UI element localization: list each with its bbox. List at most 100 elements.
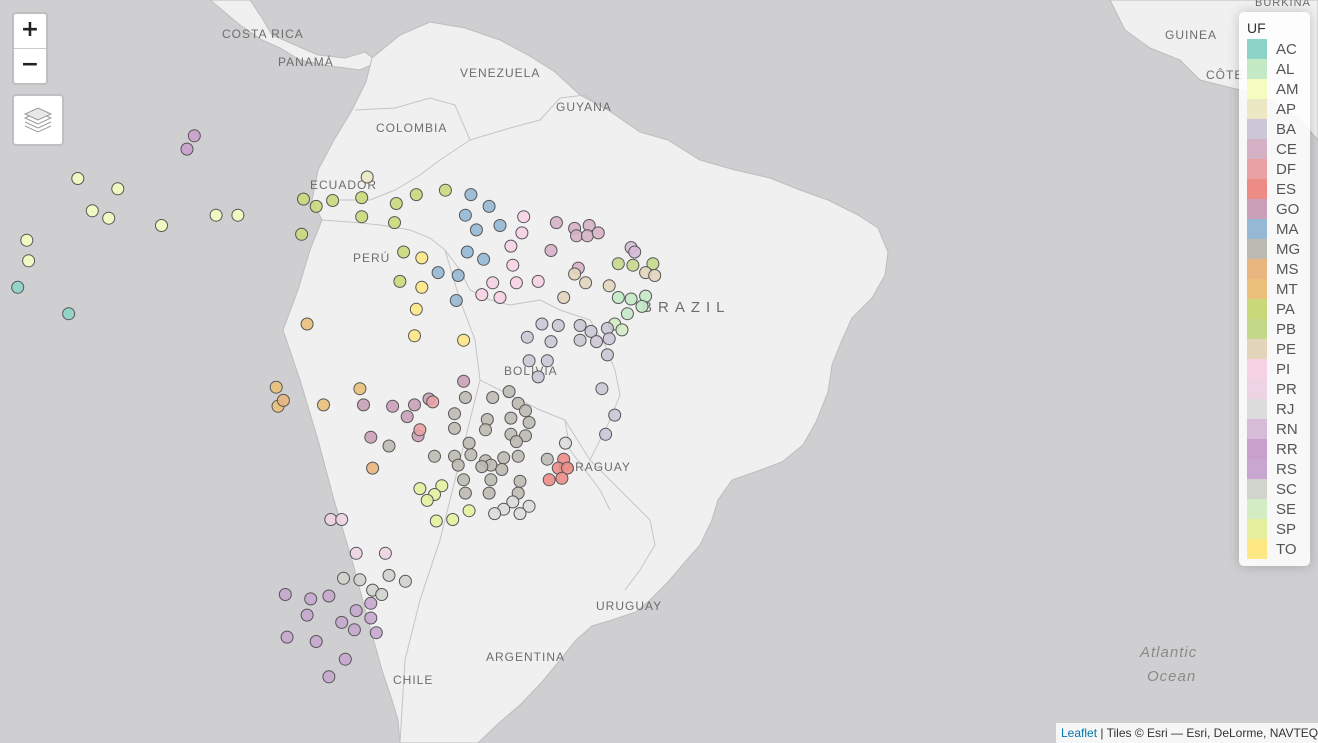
marker-to[interactable] xyxy=(409,302,423,316)
marker-sp[interactable] xyxy=(435,479,449,493)
marker-mt[interactable] xyxy=(353,382,367,396)
marker-rs[interactable] xyxy=(347,623,361,637)
marker-mt[interactable] xyxy=(317,398,330,412)
marker-rs[interactable] xyxy=(278,588,292,601)
marker-rs[interactable] xyxy=(322,589,336,603)
marker-ce[interactable] xyxy=(591,226,605,240)
zoom-in-button[interactable]: + xyxy=(20,17,40,42)
marker-rs[interactable] xyxy=(369,626,383,640)
marker-sp[interactable] xyxy=(446,513,460,526)
zoom-out-button[interactable]: − xyxy=(14,48,46,83)
marker-mg[interactable] xyxy=(479,423,492,437)
marker-pa[interactable] xyxy=(297,192,310,206)
marker-ba[interactable] xyxy=(573,319,587,332)
marker-mg[interactable] xyxy=(458,486,472,500)
marker-rs[interactable] xyxy=(364,611,378,625)
marker-rs[interactable] xyxy=(304,592,318,606)
marker-mt[interactable] xyxy=(300,317,314,331)
marker-mg[interactable] xyxy=(502,385,516,399)
marker-rn[interactable] xyxy=(628,245,642,259)
marker-mg[interactable] xyxy=(428,449,441,463)
marker-pr[interactable] xyxy=(324,513,338,526)
marker-mg[interactable] xyxy=(495,463,509,476)
marker-ce[interactable] xyxy=(570,229,583,243)
marker-to[interactable] xyxy=(457,333,471,347)
marker-go[interactable] xyxy=(357,398,370,412)
marker-pi[interactable] xyxy=(504,239,518,253)
marker-go[interactable] xyxy=(400,410,414,424)
marker-ac[interactable] xyxy=(62,307,76,321)
marker-mg[interactable] xyxy=(448,407,461,421)
marker-pb[interactable] xyxy=(626,258,640,272)
marker-am[interactable] xyxy=(20,233,34,247)
marker-ba[interactable] xyxy=(544,335,558,349)
marker-sc[interactable] xyxy=(337,571,350,585)
marker-sc[interactable] xyxy=(353,573,367,587)
marker-pa[interactable] xyxy=(326,194,340,207)
marker-rr[interactable] xyxy=(180,142,194,156)
marker-rs[interactable] xyxy=(364,596,378,610)
marker-df[interactable] xyxy=(413,423,427,437)
marker-es[interactable] xyxy=(555,471,569,485)
marker-ma[interactable] xyxy=(482,199,496,213)
marker-rs[interactable] xyxy=(338,652,352,666)
marker-am[interactable] xyxy=(155,219,168,232)
marker-mg[interactable] xyxy=(519,429,532,443)
marker-ba[interactable] xyxy=(584,324,598,338)
marker-pe[interactable] xyxy=(568,267,582,281)
marker-mg[interactable] xyxy=(522,416,536,429)
marker-mg[interactable] xyxy=(451,458,465,472)
marker-sc[interactable] xyxy=(382,568,396,582)
marker-rs[interactable] xyxy=(335,615,349,629)
marker-am[interactable] xyxy=(231,208,245,222)
marker-mg[interactable] xyxy=(484,473,498,487)
marker-ba[interactable] xyxy=(590,335,603,349)
marker-am[interactable] xyxy=(71,172,85,185)
marker-rj[interactable] xyxy=(522,499,536,513)
marker-es[interactable] xyxy=(560,461,574,475)
marker-ma[interactable] xyxy=(460,245,474,259)
marker-to[interactable] xyxy=(415,280,429,294)
marker-rr[interactable] xyxy=(187,129,201,143)
marker-mg[interactable] xyxy=(540,452,554,466)
marker-pr[interactable] xyxy=(349,546,363,560)
marker-ma[interactable] xyxy=(451,269,465,282)
marker-am[interactable] xyxy=(102,211,116,225)
marker-pi[interactable] xyxy=(509,276,523,290)
marker-ma[interactable] xyxy=(431,266,445,280)
marker-ba[interactable] xyxy=(602,332,616,346)
marker-rj[interactable] xyxy=(513,507,527,521)
marker-pe[interactable] xyxy=(602,279,616,293)
marker-mg[interactable] xyxy=(509,435,523,449)
marker-to[interactable] xyxy=(408,329,421,343)
layers-button[interactable] xyxy=(12,94,64,146)
marker-sp[interactable] xyxy=(420,493,434,507)
marker-pe[interactable] xyxy=(557,291,571,304)
marker-to[interactable] xyxy=(415,251,429,265)
marker-mt[interactable] xyxy=(269,380,283,394)
marker-ba[interactable] xyxy=(535,317,549,331)
marker-al[interactable] xyxy=(624,292,638,306)
marker-ba[interactable] xyxy=(520,330,534,344)
marker-pa[interactable] xyxy=(409,188,423,202)
marker-pr[interactable] xyxy=(378,546,392,560)
marker-ce[interactable] xyxy=(549,216,563,230)
marker-am[interactable] xyxy=(22,254,36,268)
marker-al[interactable] xyxy=(620,307,634,321)
marker-ma[interactable] xyxy=(449,294,463,307)
marker-mg[interactable] xyxy=(464,448,478,462)
marker-rs[interactable] xyxy=(280,630,294,644)
marker-sc[interactable] xyxy=(375,588,389,601)
marker-sp[interactable] xyxy=(462,504,476,518)
marker-rs[interactable] xyxy=(300,608,314,622)
marker-ce[interactable] xyxy=(544,244,558,257)
marker-mg[interactable] xyxy=(458,391,472,404)
marker-ba[interactable] xyxy=(600,348,614,362)
marker-pi[interactable] xyxy=(517,210,531,224)
marker-mg[interactable] xyxy=(457,473,471,487)
marker-mg[interactable] xyxy=(519,404,532,418)
marker-go[interactable] xyxy=(457,374,471,388)
marker-mg[interactable] xyxy=(504,411,518,425)
marker-se[interactable] xyxy=(615,323,629,337)
